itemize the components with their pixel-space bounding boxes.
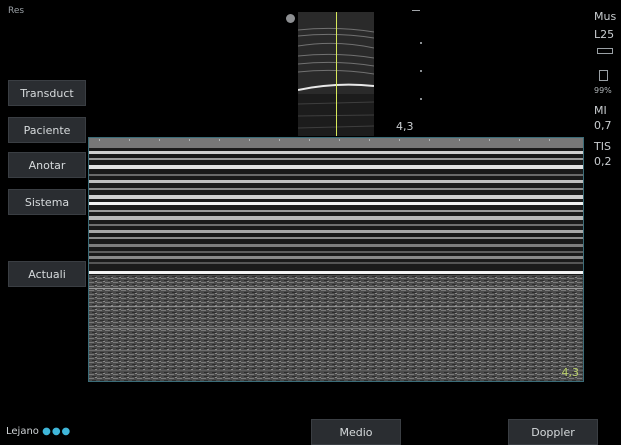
annotate-button[interactable]: Anotar [8,152,86,178]
system-button[interactable]: Sistema [8,189,86,215]
tis-label: TIS [594,140,611,153]
medio-button[interactable]: Medio [311,419,401,445]
m-mode-trace [89,138,583,381]
m-mode-cursor-line[interactable] [336,12,337,136]
m-mode-depth-label: 4,3 [561,366,580,379]
update-button[interactable]: Actuali [8,261,86,287]
far-focus-label: Lejano ●●● [6,426,71,437]
tis-value: 0,2 [594,155,612,168]
screen-title-label: Res [8,6,25,16]
preview-depth-dot [420,70,422,72]
mi-value: 0,7 [594,119,612,132]
doppler-button[interactable]: Doppler [508,419,598,445]
preview-depth-dot [420,42,422,44]
battery-level: 99% [594,86,612,95]
m-mode-image[interactable]: 4,3 [88,137,584,382]
transducer-button[interactable]: Transduct [8,80,86,106]
preset-label: Mus [594,10,617,23]
preview-depth-label: 4,3 [396,120,414,133]
focus-dots-icon: ●●● [42,426,72,437]
preview-scale-mark [412,10,420,11]
transducer-icon [597,48,613,54]
patient-button[interactable]: Paciente [8,117,86,143]
battery-icon [599,70,608,81]
freeze-indicator-icon [286,14,295,23]
lejano-text: Lejano [6,426,39,437]
transducer-label: L25 [594,28,615,41]
mi-label: MI [594,104,607,117]
preview-depth-dot [420,98,422,100]
